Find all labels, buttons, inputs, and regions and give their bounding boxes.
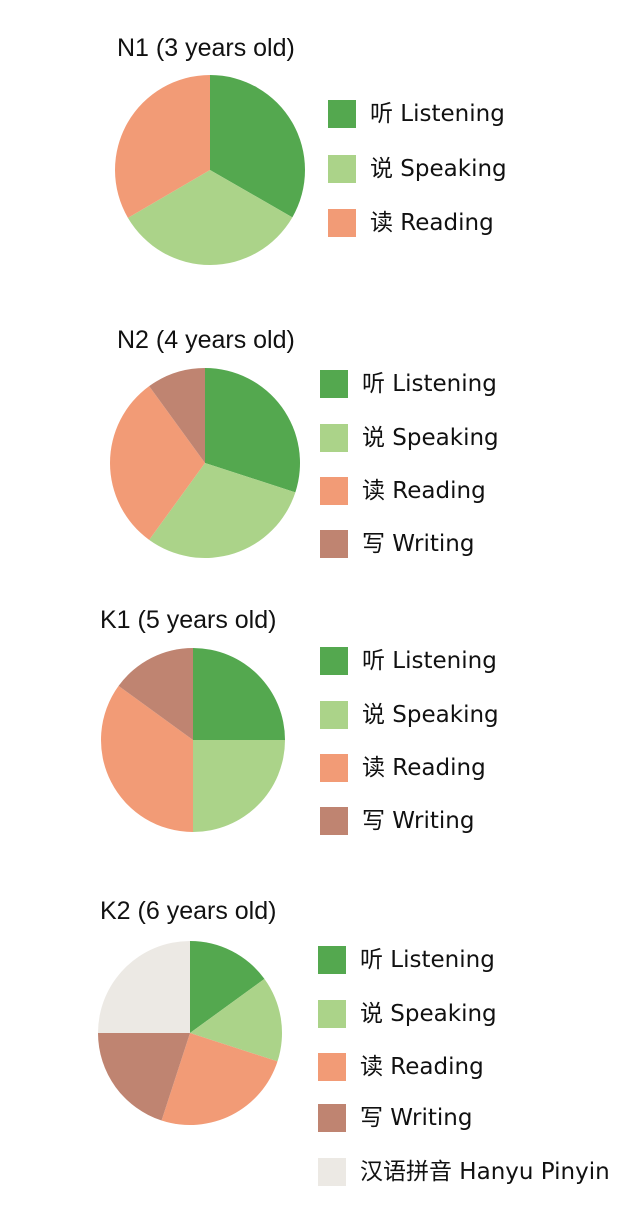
pie-slice-speaking [190,978,283,1062]
legend-label: 听 Listening [360,947,495,973]
legend-label: 读 Reading [370,210,494,236]
legend-label: 说 Speaking [370,156,507,182]
legend-swatch [318,1104,346,1132]
pie-slice-reading [100,685,193,832]
legend-label: 写 Writing [362,808,475,834]
chart-title: K2 (6 years old) [100,897,277,925]
pie-slice-listening [210,75,305,218]
pie-slice-reading [109,386,205,540]
pie-slice-speaking [193,740,285,832]
legend-label: 读 Reading [362,478,486,504]
chart-n2: N2 (4 years old) 听 Listening 说 Speaking … [0,0,624,559]
legend-swatch [320,530,348,558]
legend-swatch [320,370,348,398]
legend-label: 听 Listening [362,648,497,674]
legend-label: 说 Speaking [360,1001,497,1027]
legend-label: 汉语拼音 Hanyu Pinyin [360,1159,610,1185]
legend-swatch [320,424,348,452]
pie-slice-reading [161,1033,278,1126]
legend-label: 写 Writing [360,1105,473,1131]
legend-swatch [318,1000,346,1028]
pie-chart [100,648,285,832]
pie-slice-writing [118,648,193,740]
legend-label: 听 Listening [370,101,505,127]
legend-swatch [320,807,348,835]
legend-swatch [318,1158,346,1186]
chart-n1: N1 (3 years old) 听 Listening 说 Speaking … [0,0,624,290]
legend-swatch [320,701,348,729]
pie-slice-writing [98,1033,190,1121]
pie-slice-speaking [127,170,293,265]
chart-k2: K2 (6 years old) 听 Listening 说 Speaking … [0,0,624,1186]
pie-chart [115,75,305,265]
legend-swatch [320,647,348,675]
legend-swatch [318,946,346,974]
pie-slice-listening [193,648,285,740]
legend-label: 说 Speaking [362,702,499,728]
chart-title: K1 (5 years old) [100,606,277,634]
chart-title: N2 (4 years old) [117,326,295,354]
legend-swatch [328,209,356,237]
legend-swatch [320,754,348,782]
legend-swatch [328,155,356,183]
legend-swatch [318,1053,346,1081]
legend-swatch [328,100,356,128]
legend-label: 写 Writing [362,531,475,557]
legend-label: 听 Listening [362,371,497,397]
legend-label: 读 Reading [362,755,486,781]
legend-swatch [320,477,348,505]
pie-slice-listening [190,941,265,1033]
pie-slice-pinyin [98,941,190,1033]
pie-chart [109,368,301,559]
chart-k1: K1 (5 years old) 听 Listening 说 Speaking … [0,0,624,835]
pie-chart [98,941,283,1126]
pie-slice-speaking [149,463,296,559]
pie-slice-reading [115,75,210,218]
pie-slice-writing [149,368,205,463]
pie-slice-listening [205,368,301,493]
chart-title: N1 (3 years old) [117,34,295,62]
legend-label: 说 Speaking [362,425,499,451]
legend-label: 读 Reading [360,1054,484,1080]
